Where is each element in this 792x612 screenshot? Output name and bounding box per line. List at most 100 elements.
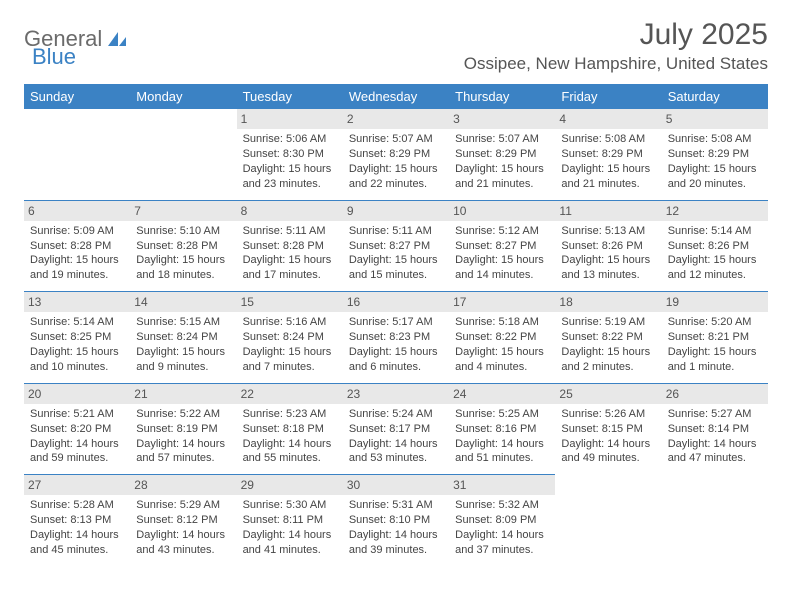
- sunset-text: Sunset: 8:28 PM: [30, 239, 124, 254]
- day-number: 4: [555, 109, 661, 129]
- daylight-text: Daylight: 14 hours: [455, 528, 549, 543]
- day-header-row: Sunday Monday Tuesday Wednesday Thursday…: [24, 84, 768, 109]
- daylight-text: and 20 minutes.: [668, 177, 762, 192]
- daylight-text: Daylight: 14 hours: [136, 437, 230, 452]
- day-number: 11: [555, 201, 661, 221]
- daylight-text: and 2 minutes.: [561, 360, 655, 375]
- day-cell: [24, 109, 130, 200]
- day-number: 13: [24, 292, 130, 312]
- day-header: Sunday: [24, 84, 130, 109]
- daylight-text: and 49 minutes.: [561, 451, 655, 466]
- day-number: 3: [449, 109, 555, 129]
- daylight-text: Daylight: 14 hours: [349, 437, 443, 452]
- sunset-text: Sunset: 8:22 PM: [561, 330, 655, 345]
- daylight-text: Daylight: 14 hours: [668, 437, 762, 452]
- sunrise-text: Sunrise: 5:27 AM: [668, 407, 762, 422]
- day-cell: 26Sunrise: 5:27 AMSunset: 8:14 PMDayligh…: [662, 383, 768, 475]
- day-cell: 13Sunrise: 5:14 AMSunset: 8:25 PMDayligh…: [24, 292, 130, 384]
- sunrise-text: Sunrise: 5:25 AM: [455, 407, 549, 422]
- calendar-table: Sunday Monday Tuesday Wednesday Thursday…: [24, 84, 768, 566]
- daylight-text: and 37 minutes.: [455, 543, 549, 558]
- sunrise-text: Sunrise: 5:20 AM: [668, 315, 762, 330]
- sunset-text: Sunset: 8:29 PM: [561, 147, 655, 162]
- sunrise-text: Sunrise: 5:09 AM: [30, 224, 124, 239]
- sunset-text: Sunset: 8:19 PM: [136, 422, 230, 437]
- daylight-text: and 7 minutes.: [243, 360, 337, 375]
- daylight-text: and 23 minutes.: [243, 177, 337, 192]
- daylight-text: and 43 minutes.: [136, 543, 230, 558]
- day-cell: 14Sunrise: 5:15 AMSunset: 8:24 PMDayligh…: [130, 292, 236, 384]
- daylight-text: Daylight: 15 hours: [243, 162, 337, 177]
- sunset-text: Sunset: 8:24 PM: [136, 330, 230, 345]
- daylight-text: Daylight: 15 hours: [668, 253, 762, 268]
- day-header: Wednesday: [343, 84, 449, 109]
- daylight-text: and 6 minutes.: [349, 360, 443, 375]
- sunset-text: Sunset: 8:14 PM: [668, 422, 762, 437]
- daylight-text: Daylight: 14 hours: [30, 528, 124, 543]
- sunset-text: Sunset: 8:09 PM: [455, 513, 549, 528]
- daylight-text: Daylight: 14 hours: [349, 528, 443, 543]
- day-cell: 7Sunrise: 5:10 AMSunset: 8:28 PMDaylight…: [130, 200, 236, 292]
- daylight-text: Daylight: 15 hours: [243, 345, 337, 360]
- daylight-text: Daylight: 15 hours: [243, 253, 337, 268]
- daylight-text: and 41 minutes.: [243, 543, 337, 558]
- daylight-text: and 22 minutes.: [349, 177, 443, 192]
- day-number: 30: [343, 475, 449, 495]
- daylight-text: and 15 minutes.: [349, 268, 443, 283]
- sunrise-text: Sunrise: 5:19 AM: [561, 315, 655, 330]
- day-number: 19: [662, 292, 768, 312]
- daylight-text: Daylight: 15 hours: [668, 162, 762, 177]
- day-number: 17: [449, 292, 555, 312]
- day-number: 12: [662, 201, 768, 221]
- day-cell: 28Sunrise: 5:29 AMSunset: 8:12 PMDayligh…: [130, 475, 236, 566]
- day-number: 18: [555, 292, 661, 312]
- sunrise-text: Sunrise: 5:13 AM: [561, 224, 655, 239]
- daylight-text: and 57 minutes.: [136, 451, 230, 466]
- header: General July 2025 Ossipee, New Hampshire…: [24, 18, 768, 74]
- daylight-text: Daylight: 15 hours: [455, 162, 549, 177]
- day-cell: 4Sunrise: 5:08 AMSunset: 8:29 PMDaylight…: [555, 109, 661, 200]
- day-cell: 29Sunrise: 5:30 AMSunset: 8:11 PMDayligh…: [237, 475, 343, 566]
- sunset-text: Sunset: 8:29 PM: [668, 147, 762, 162]
- day-cell: 18Sunrise: 5:19 AMSunset: 8:22 PMDayligh…: [555, 292, 661, 384]
- daylight-text: Daylight: 14 hours: [136, 528, 230, 543]
- daylight-text: Daylight: 15 hours: [455, 253, 549, 268]
- sunset-text: Sunset: 8:25 PM: [30, 330, 124, 345]
- day-number: 24: [449, 384, 555, 404]
- sunrise-text: Sunrise: 5:23 AM: [243, 407, 337, 422]
- daylight-text: Daylight: 15 hours: [349, 162, 443, 177]
- day-cell: 20Sunrise: 5:21 AMSunset: 8:20 PMDayligh…: [24, 383, 130, 475]
- day-number: 1: [237, 109, 343, 129]
- day-cell: 22Sunrise: 5:23 AMSunset: 8:18 PMDayligh…: [237, 383, 343, 475]
- day-cell: 21Sunrise: 5:22 AMSunset: 8:19 PMDayligh…: [130, 383, 236, 475]
- day-number: 28: [130, 475, 236, 495]
- sunset-text: Sunset: 8:26 PM: [561, 239, 655, 254]
- day-header: Tuesday: [237, 84, 343, 109]
- day-number: 8: [237, 201, 343, 221]
- day-number: 7: [130, 201, 236, 221]
- day-number: 2: [343, 109, 449, 129]
- sunrise-text: Sunrise: 5:11 AM: [349, 224, 443, 239]
- daylight-text: Daylight: 15 hours: [349, 253, 443, 268]
- sunrise-text: Sunrise: 5:08 AM: [668, 132, 762, 147]
- day-cell: 27Sunrise: 5:28 AMSunset: 8:13 PMDayligh…: [24, 475, 130, 566]
- daylight-text: Daylight: 14 hours: [243, 437, 337, 452]
- sunset-text: Sunset: 8:20 PM: [30, 422, 124, 437]
- day-cell: 11Sunrise: 5:13 AMSunset: 8:26 PMDayligh…: [555, 200, 661, 292]
- week-row: 6Sunrise: 5:09 AMSunset: 8:28 PMDaylight…: [24, 200, 768, 292]
- daylight-text: and 45 minutes.: [30, 543, 124, 558]
- week-row: 20Sunrise: 5:21 AMSunset: 8:20 PMDayligh…: [24, 383, 768, 475]
- day-cell: 16Sunrise: 5:17 AMSunset: 8:23 PMDayligh…: [343, 292, 449, 384]
- day-cell: 24Sunrise: 5:25 AMSunset: 8:16 PMDayligh…: [449, 383, 555, 475]
- day-cell: [555, 475, 661, 566]
- daylight-text: Daylight: 14 hours: [561, 437, 655, 452]
- day-number: 9: [343, 201, 449, 221]
- daylight-text: and 21 minutes.: [455, 177, 549, 192]
- day-number: 23: [343, 384, 449, 404]
- daylight-text: and 39 minutes.: [349, 543, 443, 558]
- sunset-text: Sunset: 8:16 PM: [455, 422, 549, 437]
- day-number: 5: [662, 109, 768, 129]
- daylight-text: and 12 minutes.: [668, 268, 762, 283]
- sunrise-text: Sunrise: 5:15 AM: [136, 315, 230, 330]
- logo-sail-icon: [106, 30, 128, 48]
